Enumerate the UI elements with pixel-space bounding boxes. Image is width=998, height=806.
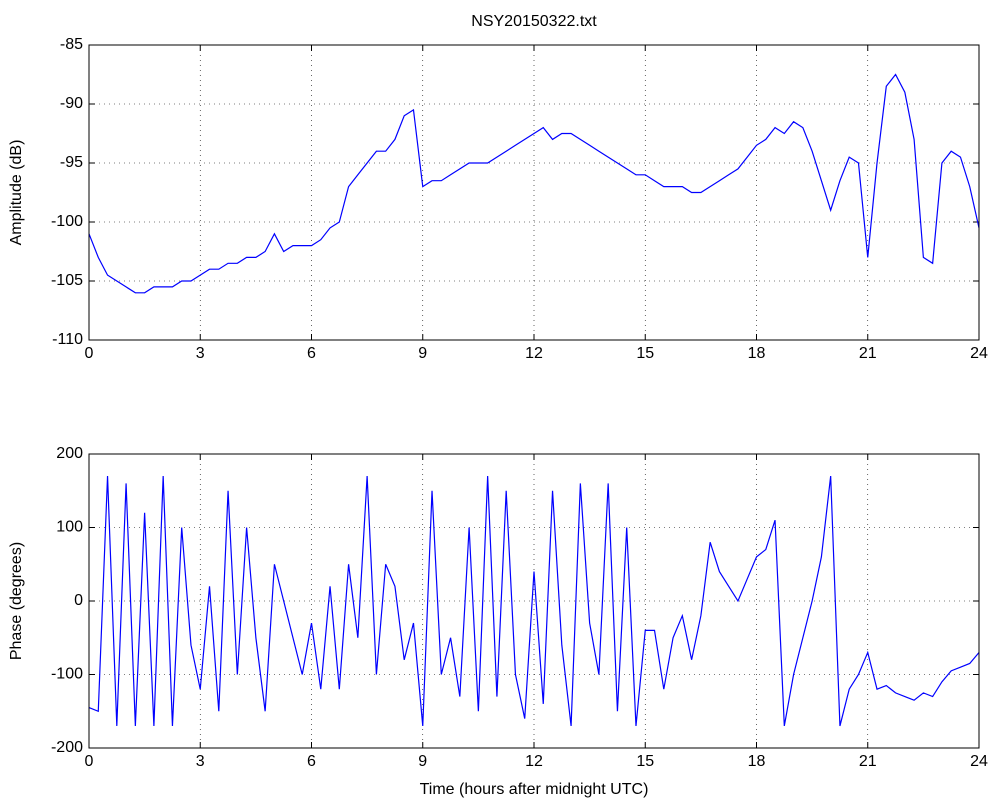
x-tick-label: 15 (636, 345, 654, 362)
x-tick-label: 24 (970, 753, 988, 770)
x-tick-label: 21 (859, 753, 877, 770)
y-tick-label: -85 (60, 36, 83, 53)
x-tick-label: 9 (418, 753, 427, 770)
x-tick-label: 6 (307, 345, 316, 362)
y-tick-label: -200 (51, 739, 83, 756)
x-tick-label: 9 (418, 345, 427, 362)
x-tick-label: 18 (748, 753, 766, 770)
x-tick-label: 15 (636, 753, 654, 770)
y-tick-label: -95 (60, 154, 83, 171)
y-tick-label: 200 (56, 445, 83, 462)
x-tick-label: 3 (196, 345, 205, 362)
data-line (88, 73, 980, 294)
x-tick-label: 18 (748, 345, 766, 362)
y-axis-label: Phase (degrees) (8, 542, 25, 660)
x-axis-label: Time (hours after midnight UTC) (420, 781, 649, 798)
x-tick-label: 24 (970, 345, 988, 362)
y-axis-label: Amplitude (dB) (8, 140, 25, 246)
chart-title: NSY20150322.txt (471, 13, 597, 30)
y-tick-label: -100 (51, 666, 83, 683)
y-tick-label: -105 (51, 272, 83, 289)
x-tick-label: 0 (85, 753, 94, 770)
plot-frame (88, 453, 980, 749)
y-tick-label: -100 (51, 213, 83, 230)
plot-frame (88, 44, 980, 341)
x-tick-label: 3 (196, 753, 205, 770)
y-tick-label: 100 (56, 519, 83, 536)
data-line (88, 475, 980, 727)
y-tick-label: 0 (74, 592, 83, 609)
x-tick-label: 12 (525, 753, 543, 770)
x-tick-label: 21 (859, 345, 877, 362)
x-tick-label: 12 (525, 345, 543, 362)
x-tick-label: 0 (85, 345, 94, 362)
y-tick-label: -90 (60, 95, 83, 112)
x-tick-label: 6 (307, 753, 316, 770)
y-tick-label: -110 (52, 331, 83, 348)
